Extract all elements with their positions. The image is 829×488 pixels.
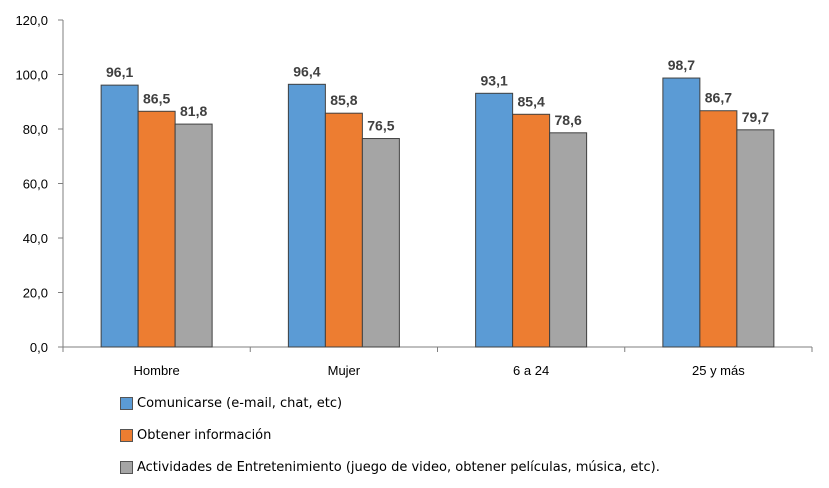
y-tick-label: 20,0	[23, 286, 48, 301]
legend-label-obtener-informacion: Obtener información	[137, 427, 272, 443]
bar	[137, 110, 176, 348]
bar	[100, 84, 139, 348]
chart-axes: 0,0 20,0 40,0 60,0 80,0 100,0 120,0 Hombre Mujer…	[15, 13, 813, 378]
chart-labels: 96,1 86,5 81,8 96,4 85,8 76,5 93,1 85,4 78,6 98,7…	[106, 57, 769, 133]
legend-swatch-entretenimiento	[120, 460, 133, 474]
y-tick-label: 40,0	[23, 231, 48, 246]
bar	[549, 132, 588, 348]
y-tick-label: 80,0	[23, 122, 48, 137]
bar	[736, 129, 775, 348]
x-category-label: 6 a 24	[513, 363, 549, 378]
legend-item-obtener-informacion: Obtener información	[120, 424, 660, 446]
legend-label-comunicarse: Comunicarse (e-mail, chat, etc)	[137, 395, 343, 411]
data-label: 76,5	[367, 118, 394, 134]
bar-chart: 0,0 20,0 40,0 60,0 80,0 100,0 120,0 Hombre Mujer…	[15, 13, 813, 378]
data-label: 79,7	[742, 109, 769, 125]
data-label: 85,4	[518, 93, 545, 109]
x-category-label: 25 y más	[692, 363, 745, 378]
chart-legend: Comunicarse (e-mail, chat, etc) Obtener …	[120, 392, 660, 488]
bar	[324, 112, 363, 348]
data-label: 78,6	[555, 112, 582, 128]
data-label: 81,8	[180, 103, 207, 119]
data-label: 86,5	[143, 90, 170, 106]
bar	[512, 113, 551, 348]
data-label: 96,1	[106, 64, 133, 80]
x-category-label: Hombre	[134, 363, 180, 378]
x-category-label: Mujer	[328, 363, 361, 378]
legend-swatch-comunicarse	[120, 396, 133, 410]
legend-item-comunicarse: Comunicarse (e-mail, chat, etc)	[120, 392, 660, 414]
bar	[287, 83, 326, 348]
data-label: 86,7	[705, 90, 732, 106]
bar	[475, 92, 514, 348]
bar	[174, 123, 213, 348]
data-label: 98,7	[668, 57, 695, 73]
bar	[361, 138, 400, 348]
data-label: 93,1	[481, 72, 508, 88]
y-tick-label: 0,0	[30, 340, 48, 355]
legend-swatch-obtener-informacion	[120, 428, 133, 442]
data-label: 85,8	[330, 92, 357, 108]
legend-item-entretenimiento: Actividades de Entretenimiento (juego de…	[120, 456, 660, 478]
y-tick-label: 100,0	[15, 68, 48, 83]
data-label: 96,4	[293, 63, 320, 79]
y-tick-label: 120,0	[15, 13, 48, 28]
legend-label-entretenimiento: Actividades de Entretenimiento (juego de…	[137, 459, 660, 475]
chart-bars	[100, 77, 775, 348]
bar	[699, 110, 738, 348]
y-tick-label: 60,0	[23, 177, 48, 192]
bar	[662, 77, 701, 348]
